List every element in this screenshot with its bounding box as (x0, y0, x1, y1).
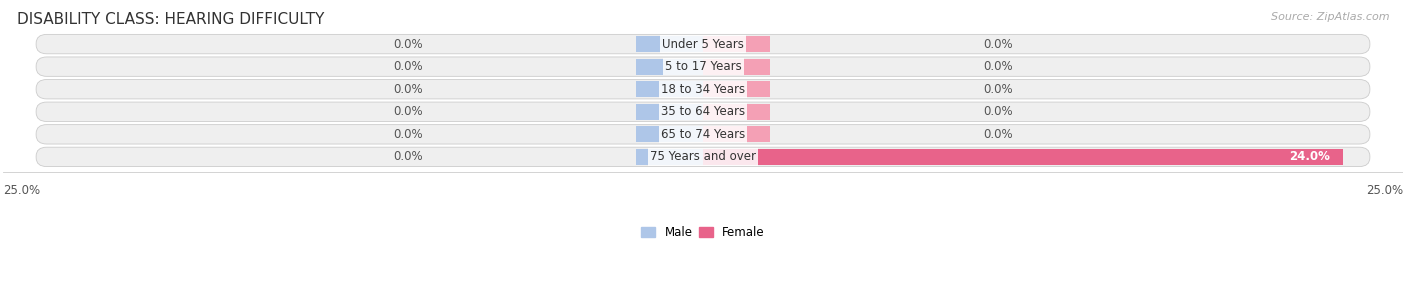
Bar (703, 36, 769, 52)
Text: DISABILITY CLASS: HEARING DIFFICULTY: DISABILITY CLASS: HEARING DIFFICULTY (17, 12, 325, 27)
Text: 24.0%: 24.0% (1289, 150, 1330, 163)
Text: 75 Years and over: 75 Years and over (650, 150, 756, 163)
Legend: Male, Female: Male, Female (637, 222, 769, 244)
FancyBboxPatch shape (37, 125, 1369, 144)
Text: 0.0%: 0.0% (983, 83, 1012, 96)
Text: 0.0%: 0.0% (983, 128, 1012, 141)
Text: 0.0%: 0.0% (394, 38, 423, 51)
Text: 0.0%: 0.0% (394, 128, 423, 141)
FancyBboxPatch shape (37, 80, 1369, 99)
Text: 0.0%: 0.0% (394, 83, 423, 96)
FancyBboxPatch shape (37, 34, 1369, 54)
Text: 65 to 74 Years: 65 to 74 Years (661, 128, 745, 141)
FancyBboxPatch shape (37, 57, 1369, 76)
Text: 0.0%: 0.0% (394, 105, 423, 118)
Text: 25.0%: 25.0% (3, 184, 39, 197)
FancyBboxPatch shape (37, 102, 1369, 121)
Bar (637, 149, 703, 165)
Bar (703, 104, 769, 120)
Bar (637, 81, 703, 97)
Text: 0.0%: 0.0% (983, 38, 1012, 51)
Text: 35 to 64 Years: 35 to 64 Years (661, 105, 745, 118)
Text: 5 to 17 Years: 5 to 17 Years (665, 60, 741, 73)
Text: 0.0%: 0.0% (983, 105, 1012, 118)
Bar (637, 36, 703, 52)
Text: 0.0%: 0.0% (983, 60, 1012, 73)
Text: Under 5 Years: Under 5 Years (662, 38, 744, 51)
Bar (637, 59, 703, 74)
Bar (703, 59, 769, 74)
Bar (703, 127, 769, 142)
Text: 0.0%: 0.0% (394, 150, 423, 163)
Text: Source: ZipAtlas.com: Source: ZipAtlas.com (1271, 12, 1389, 22)
Text: 0.0%: 0.0% (394, 60, 423, 73)
Bar (637, 127, 703, 142)
Bar (703, 81, 769, 97)
Text: 25.0%: 25.0% (1367, 184, 1403, 197)
Bar (637, 104, 703, 120)
Text: 18 to 34 Years: 18 to 34 Years (661, 83, 745, 96)
FancyBboxPatch shape (37, 147, 1369, 167)
Bar (703, 149, 1343, 165)
